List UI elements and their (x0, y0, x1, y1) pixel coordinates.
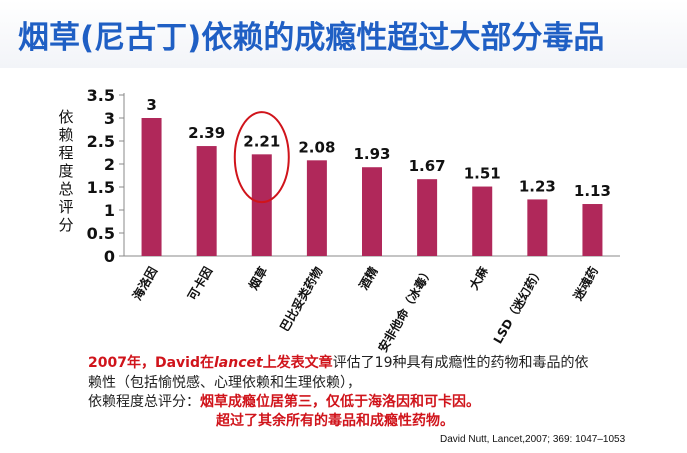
y-tick-label-4: 2 (104, 155, 115, 174)
y-tick-label-0: 0 (104, 247, 115, 266)
value-label-7: 1.23 (519, 177, 556, 195)
y-tick-label-6: 3 (104, 109, 115, 128)
bar-4 (362, 167, 382, 256)
category-label-0: 海洛因 (129, 264, 160, 303)
category-label-7: LSD（迷幻药） (490, 264, 546, 346)
value-label-4: 1.93 (353, 145, 390, 163)
bar-2 (251, 154, 272, 256)
y-tick-label-7: 3.5 (87, 86, 115, 105)
y-axis-label-char-6: 分 (58, 216, 73, 234)
bar-8 (582, 204, 603, 256)
bar-1 (196, 146, 217, 256)
caption-author: David在 (154, 355, 214, 371)
caption-line-2: 赖性（包括愉悦感、心理依赖和生理依赖）， (88, 374, 361, 393)
y-tick-label-3: 1.5 (87, 178, 115, 197)
bar-chart: 0 0.5 1 1.5 2 2.5 3 3.5 依赖程度总评分 3 海洛因 2.39 可卡因 2.21 烟草… (58, 86, 620, 355)
bar-6 (472, 186, 493, 256)
caption-year: 2007年， (88, 355, 155, 371)
highlight-circle (233, 111, 290, 204)
value-label-3: 2.08 (298, 138, 335, 156)
y-tick-label-2: 1 (104, 201, 115, 220)
value-label-2: 2.21 (243, 132, 280, 150)
caption-published: 上发表文章 (262, 355, 333, 371)
y-axis-label-char-0: 依 (58, 108, 73, 126)
caption-text-1: 评估了19种具有成瘾性的药物和毒品的依 (332, 355, 589, 371)
caption-score-label: 依赖程度总评分： (88, 394, 200, 410)
y-axis-label-char-4: 总 (58, 180, 73, 198)
y-tick-label-5: 2.5 (87, 132, 115, 151)
category-label-5: 安非他命（冰毒） (375, 264, 436, 355)
value-label-5: 1.67 (409, 157, 446, 175)
value-label-1: 2.39 (188, 124, 225, 142)
caption-line-4: 超过了其余所有的毒品和成瘾性药物。 (216, 412, 454, 431)
caption-tobacco-rank: 烟草成瘾位居第三，仅低于海洛因和可卡因。 (200, 394, 480, 410)
category-label-4: 酒精 (356, 264, 381, 292)
value-label-0: 3 (146, 96, 156, 114)
category-label-6: 大麻 (466, 263, 491, 292)
page-title: 烟草(尼古丁)依赖的成瘾性超过大部分毒品 (18, 20, 605, 56)
category-label-1: 可卡因 (184, 264, 215, 303)
bar-3 (306, 160, 327, 256)
value-label-6: 1.51 (464, 165, 501, 183)
bar-0 (141, 118, 162, 256)
category-label-8: 迷魂药 (570, 264, 601, 304)
y-tick-label-1: 0.5 (87, 224, 115, 243)
y-axis-label-char-2: 程 (58, 144, 73, 162)
bar-5 (417, 179, 438, 256)
citation: David Nutt, Lancet,2007; 369: 1047–1053 (440, 434, 626, 445)
caption-journal: lancet (213, 355, 263, 371)
caption-line-1: 2007年，David在lancet上发表文章评估了19种具有成瘾性的药物和毒品… (88, 354, 589, 373)
category-label-2: 烟草 (245, 264, 270, 292)
value-label-8: 1.13 (574, 182, 611, 200)
title-banner: 烟草(尼古丁)依赖的成瘾性超过大部分毒品 (0, 0, 687, 68)
bar-7 (527, 199, 548, 256)
caption-text-2: 赖性（包括愉悦感、心理依赖和生理依赖）， (88, 375, 361, 391)
caption-conclusion: 超过了其余所有的毒品和成瘾性药物。 (216, 413, 454, 429)
category-label-3: 巴比妥类药物 (276, 264, 325, 334)
y-axis-label-char-3: 度 (58, 162, 73, 180)
y-axis-label-char-5: 评 (58, 198, 73, 216)
y-axis-label-char-1: 赖 (58, 126, 73, 144)
caption-line-3: 依赖程度总评分：烟草成瘾位居第三，仅低于海洛因和可卡因。 (88, 393, 480, 412)
